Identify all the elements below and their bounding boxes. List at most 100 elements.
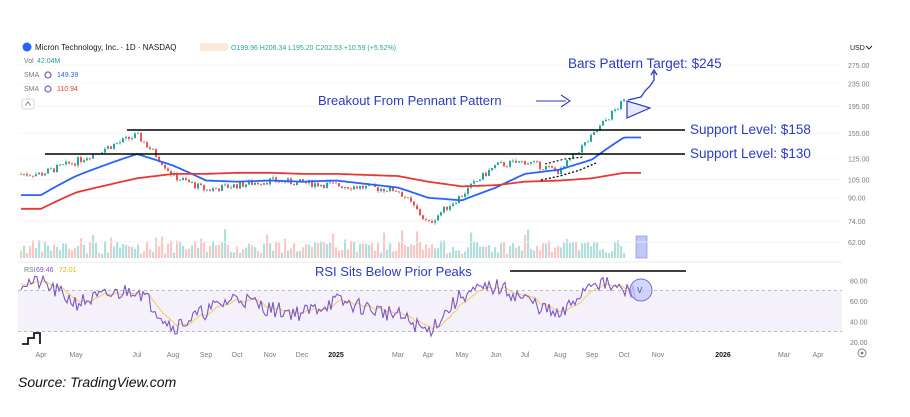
volume-bar [440,240,443,258]
candle-body [617,109,619,110]
candle-body [407,197,409,199]
candle-body [182,178,184,180]
volume-bar [611,251,614,258]
candle-body [491,167,493,171]
candle-body [554,167,556,170]
candle-body [515,160,517,163]
candle-body [275,177,277,182]
candle-body [494,164,496,168]
volume-bar [68,248,71,258]
candle-body [563,166,565,168]
volume-bar [563,242,566,258]
price-tick-label: 125.00 [848,157,870,164]
candle-body [47,168,49,174]
volume-bar [203,242,206,258]
volume-bar [44,241,47,258]
gear-icon[interactable] [857,348,867,358]
rsi-tick-label: 60.00 [850,299,868,306]
candle-body [41,172,43,176]
volume-bar [383,232,386,258]
candle-body [254,182,256,185]
candle-body [179,179,181,181]
volume-bar [608,253,611,258]
time-tick-label: Oct [232,352,243,359]
sma2-settings-icon[interactable] [44,85,52,93]
candle-body [377,187,379,192]
volume-bar [476,241,479,258]
volume-bar [197,247,200,258]
pennant-triangle [626,100,652,119]
price-axis[interactable]: 275.00 235.00 195.00 155.00 125.00 105.00 90.0… [848,63,870,247]
collapse-legend-button[interactable] [21,98,35,110]
time-tick-label: Nov [652,352,665,359]
volume-bar [167,243,170,258]
candle-body [155,149,157,157]
volume-bar [509,245,512,258]
time-axis[interactable]: Apr May Jul Aug Sep Oct Nov Dec 2025 Mar Apr May Jun… [36,352,825,359]
candle-body [260,184,262,185]
candle-body [245,184,247,187]
price-grid [18,64,842,243]
candle-body [206,189,208,191]
candle-body [596,130,598,133]
candle-body [611,110,613,120]
time-tick-label: 2026 [715,352,731,359]
candle-body [503,162,505,167]
volume-bar [257,251,260,258]
volume-bar [266,234,269,258]
arrow-head-icon [560,94,571,108]
volume-bar [74,247,77,258]
volume-bar [407,246,410,258]
volume-bar [149,249,152,258]
candle-body [122,138,124,143]
volume-bar [308,244,311,258]
volume-bar [395,250,398,258]
volume-bar [452,247,455,258]
volume-bar [218,244,221,258]
candle-body [461,196,463,197]
volume-bar [260,253,263,258]
candle-body [50,168,52,170]
currency-label[interactable]: USD [850,45,865,52]
candle-body [548,166,550,167]
volume-bar [557,245,560,258]
volume-bar [107,252,110,258]
candle-body [425,219,427,221]
volume-bar [20,250,23,258]
target-projection-line [627,68,658,101]
volume-bar [335,247,338,258]
sma1-settings-icon[interactable] [44,71,52,79]
candle-body [620,101,622,110]
volume-bar [398,241,401,258]
volume-bar [281,252,284,258]
candle-body [203,185,205,191]
volume-bar [122,244,125,258]
volume-bar [80,238,83,258]
dotted-trend-line [540,162,597,181]
price-tick-label: 155.00 [848,131,870,138]
candle-body [500,162,502,164]
volume-bar [377,242,380,258]
symbol-title[interactable]: Micron Technology, Inc. · 1D · NASDAQ [35,43,177,52]
candle-body [86,158,88,161]
candle-body [467,187,469,194]
volume-bar [317,242,320,258]
time-tick-label: 2025 [328,352,344,359]
candle-body [236,184,238,189]
volume-bar [359,244,362,258]
volume-bar [542,243,545,258]
candle-body [485,172,487,177]
vol-value: 42.04M [37,58,61,65]
volume-bar [185,249,188,258]
volume-bar [584,243,587,258]
volume-bar [254,247,257,258]
candle-body [431,220,433,223]
volume-bar [620,246,623,258]
candle-body [317,183,319,187]
candle-body [68,161,70,164]
candle-body [434,220,436,223]
volume-bar [92,235,95,258]
price-tick-label: 195.00 [848,104,870,111]
candle-body [56,164,58,173]
sma2-label: SMA [24,86,40,93]
